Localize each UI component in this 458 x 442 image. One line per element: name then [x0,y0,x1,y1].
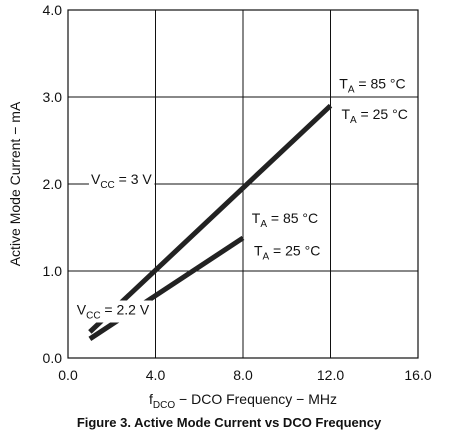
annotation-bg [339,104,410,127]
annotation-ta85-3v: TA = 85 °C [337,74,408,97]
annotation-text: VCC = 2.2 V [77,302,150,322]
y-tick-label: 4.0 [43,2,63,18]
x-axis-label: fDCO − DCO Frequency − MHz [149,391,337,410]
x-tick-label: 12.0 [317,367,344,383]
y-tick-label: 1.0 [43,263,63,279]
annotation-bg [249,209,321,232]
x-tick-label: 4.0 [146,367,166,383]
x-tick-label: 16.0 [404,367,431,383]
annotation-text: TA = 25 °C [254,242,320,262]
annotation-ta85-22v: TA = 85 °C [249,209,321,232]
annotation-bg [251,241,323,264]
figure-caption: Figure 3. Active Mode Current vs DCO Fre… [76,415,382,430]
annotation-text: TA = 25 °C [341,106,407,126]
x-tick-label: 0.0 [58,367,78,383]
y-tick-label: 2.0 [43,176,63,192]
annotation-bg [88,170,155,192]
annotation-ta25-3v: TA = 25 °C [339,104,410,127]
annotation-bg [337,74,408,97]
annotation-text: TA = 85 °C [252,210,318,230]
annotation-vcc22: VCC = 2.2 V [74,300,152,323]
y-tick-label: 0.0 [43,350,63,366]
annotations: VCC = 3 V TA = 85 °C TA = 25 °C TA = 85 °C T… [74,74,410,323]
series-line-0 [88,103,333,334]
annotation-text: VCC = 3 V [91,171,152,191]
y-tick-label: 3.0 [43,89,63,105]
annotation-text: TA = 85 °C [339,75,405,95]
chart: 0.0 4.0 8.0 12.0 16.0 0.0 1.0 2.0 3.0 4.0 VCC = 3… [7,2,432,410]
plot-frame [67,9,419,359]
annotation-ta25-22v: TA = 25 °C [251,241,323,264]
series-line-1 [88,235,245,341]
y-axis-label: Active Mode Current − mA [7,101,23,266]
tick-labels: 0.0 4.0 8.0 12.0 16.0 0.0 1.0 2.0 3.0 4.0 [43,2,432,383]
annotation-bg [74,300,152,323]
x-tick-label: 8.0 [233,367,253,383]
annotation-vcc3: VCC = 3 V [88,170,155,192]
